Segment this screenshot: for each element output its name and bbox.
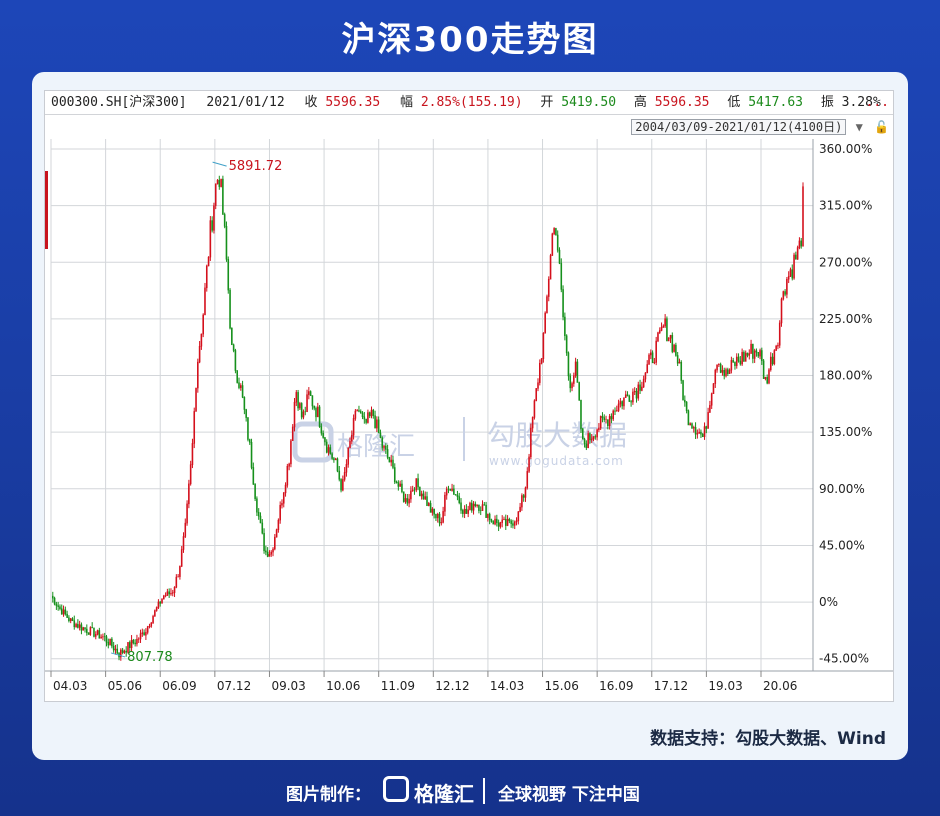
y-tick-label: 90.00% (819, 482, 865, 496)
watermark-name: 勾股大数据 (487, 419, 627, 452)
gelonghui-logo-icon (383, 776, 409, 802)
y-tick-label: 0% (819, 595, 838, 609)
x-tick-label: 07.12 (217, 679, 251, 693)
close-label: 收 (304, 95, 318, 110)
y-tick-label: 135.00% (819, 425, 872, 439)
high-label: 高 (633, 95, 647, 110)
watermark: 格隆汇 勾股大数据 www.gogudata.com (292, 417, 627, 468)
x-tick-label: 20.06 (763, 679, 797, 693)
amplitude-label: 振 (820, 95, 834, 110)
low-value: 5417.63 (748, 95, 803, 110)
open-label: 开 (540, 95, 554, 110)
annotation-layer: 5891.72 807.78 (111, 159, 282, 665)
watermark-divider (463, 417, 465, 461)
x-tick-label: 11.09 (381, 679, 415, 693)
more-indicator[interactable]: ... (865, 95, 889, 110)
amplitude-value: 3.28% (841, 95, 881, 110)
x-tick-label: 15.06 (545, 679, 579, 693)
open-value: 5419.50 (561, 95, 617, 110)
made-by-label: 图片制作： (286, 785, 371, 805)
dropdown-triangle-icon[interactable]: ▼ (855, 120, 863, 134)
x-tick-label: 12.12 (435, 679, 469, 693)
annotation-pointer (111, 652, 126, 658)
bottom-credit-bar: 图片制作： 格隆汇 全球视野 下注中国 (0, 776, 940, 806)
gelonghui-logo-text: 格隆汇 (414, 782, 474, 806)
x-tick-label: 14.03 (490, 679, 524, 693)
data-source-note: 数据支持：勾股大数据、Wind (650, 729, 886, 749)
y-tick-label: 45.00% (819, 538, 865, 552)
chart-panel: 000300.SH[沪深300] 2021/01/12 收 5596.35 幅 … (44, 90, 894, 702)
y-tick-label: 225.00% (819, 312, 872, 326)
credit-divider (483, 778, 485, 804)
slogan: 全球视野 下注中国 (498, 785, 640, 805)
change-label: 幅 (399, 95, 413, 110)
x-tick-label: 05.06 (108, 679, 142, 693)
annotation-pointer (212, 161, 227, 167)
quote-date: 2021/01/12 (206, 95, 285, 110)
close-value: 5596.35 (325, 95, 381, 110)
watermark-url: www.gogudata.com (489, 454, 624, 468)
date-range-label[interactable]: 2004/03/09-2021/01/12(4100日) (631, 119, 847, 135)
x-tick-label: 10.06 (326, 679, 360, 693)
grid-layer (50, 139, 813, 671)
y-tick-label: 270.00% (819, 255, 872, 269)
annotation-label: 5891.72 (229, 159, 283, 174)
watermark-logo-icon (292, 421, 334, 463)
y-tick-label: 315.00% (819, 199, 872, 213)
y-tick-label: -45.00% (819, 652, 869, 666)
page-title: 沪深300走势图 (341, 20, 599, 60)
lock-icon[interactable]: 🔓 (874, 120, 889, 134)
change-value: 2.85%(155.19) (420, 95, 523, 110)
quote-info-bar: 000300.SH[沪深300] 2021/01/12 收 5596.35 幅 … (45, 91, 893, 115)
y-tick-label: 180.00% (819, 369, 872, 383)
x-tick-label: 09.03 (271, 679, 305, 693)
price-chart: 格隆汇 勾股大数据 www.gogudata.com 360.00% 315.00… (45, 139, 893, 693)
axis-layer: 360.00% 315.00% 270.00% 225.00% 180.00% 135.0… (45, 139, 893, 693)
annotation-label: 807.78 (127, 650, 173, 665)
high-value: 5596.35 (654, 95, 710, 110)
left-marker (45, 171, 48, 249)
x-tick-label: 16.09 (599, 679, 633, 693)
low-label: 低 (727, 95, 741, 110)
x-tick-label: 19.03 (708, 679, 742, 693)
date-range-bar: 2004/03/09-2021/01/12(4100日) ▼ 🔓 (631, 117, 893, 137)
x-tick-label: 06.09 (162, 679, 196, 693)
stock-code: 000300.SH[沪深300] (51, 95, 187, 110)
x-tick-label: 04.03 (53, 679, 87, 693)
y-tick-label: 360.00% (819, 142, 872, 156)
candle-layer (51, 175, 804, 661)
x-tick-label: 17.12 (654, 679, 688, 693)
